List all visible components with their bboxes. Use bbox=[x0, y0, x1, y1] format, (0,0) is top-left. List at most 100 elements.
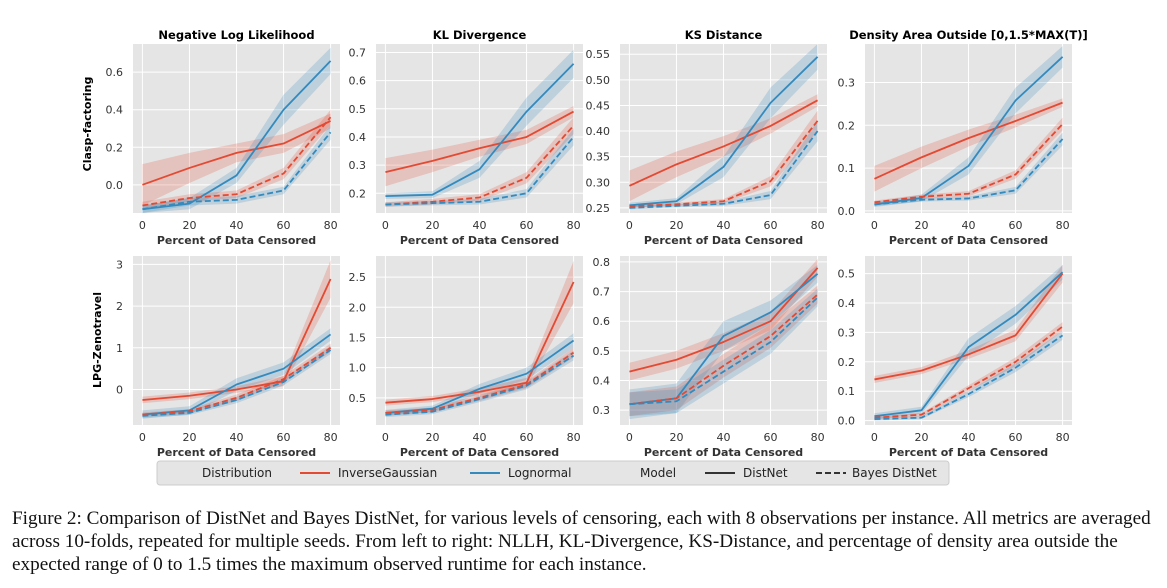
y-tick-label: 0 bbox=[116, 384, 123, 397]
y-tick-label: 0.4 bbox=[106, 104, 124, 117]
plot-area bbox=[629, 258, 819, 420]
x-tick-label: 80 bbox=[567, 219, 581, 232]
panel-7: 0 20 40 60 80 0.3 0.4 0.5 0.6 0.7 0.8 Percent of Da… bbox=[593, 256, 827, 459]
series-line-lognormal-bayes-distnet bbox=[142, 349, 332, 417]
x-tick-label: 60 bbox=[764, 219, 778, 232]
panel-5: 0 20 40 60 80 0 1 2 3 Percent of Data Censored bbox=[116, 256, 340, 459]
x-tick-label: 20 bbox=[669, 431, 683, 444]
figure-grid: Clasp-factoring LPG-Zenotravel 0 20 40 60 80… bbox=[81, 28, 1088, 486]
legend-distribution-header: Distribution bbox=[202, 466, 272, 480]
x-tick-label: 60 bbox=[520, 219, 534, 232]
y-tick-label: 0.3 bbox=[838, 77, 856, 90]
series-line-lognormal-distnet bbox=[385, 63, 575, 197]
series-line-inversegaussian-distnet bbox=[385, 110, 575, 174]
y-tick-label: 0.6 bbox=[349, 75, 367, 88]
series-line-inversegaussian-bayes-distnet bbox=[874, 325, 1064, 419]
confidence-band-lognormal-distnet bbox=[874, 264, 1063, 420]
x-tick-label: 0 bbox=[382, 431, 389, 444]
x-tick-label: 80 bbox=[567, 431, 581, 444]
series-line-lognormal-bayes-distnet bbox=[874, 334, 1064, 421]
confidence-band-inversegaussian-distnet bbox=[385, 105, 574, 187]
series-line-inversegaussian-distnet bbox=[874, 273, 1064, 381]
y-tick-label: 0.7 bbox=[349, 46, 367, 59]
panel-title: KL Divergence bbox=[433, 28, 527, 42]
y-tick-label: 0.55 bbox=[586, 48, 611, 61]
y-tick-label: 2 bbox=[116, 300, 123, 313]
y-tick-label: 0.5 bbox=[349, 392, 367, 405]
y-tick-label: 0.2 bbox=[106, 141, 124, 154]
x-tick-label: 0 bbox=[871, 219, 878, 232]
series-line-lognormal-distnet bbox=[629, 56, 819, 207]
x-tick-label: 40 bbox=[717, 431, 731, 444]
y-tick-label: 0.6 bbox=[106, 66, 124, 79]
y-tick-label: 0.3 bbox=[593, 404, 611, 417]
legend-distnet-label: DistNet bbox=[743, 466, 788, 480]
y-tick-label: 0.2 bbox=[349, 187, 367, 200]
y-tick-label: 1.5 bbox=[349, 331, 367, 344]
y-tick-label: 1 bbox=[116, 342, 123, 355]
y-tick-label: 0.7 bbox=[593, 286, 611, 299]
x-tick-label: 80 bbox=[811, 219, 825, 232]
x-tick-label: 20 bbox=[914, 219, 928, 232]
x-tick-label: 0 bbox=[139, 219, 146, 232]
y-tick-label: 0.1 bbox=[838, 385, 856, 398]
series-line-inversegaussian-distnet bbox=[629, 267, 819, 373]
confidence-band-inversegaussian-bayes-distnet bbox=[385, 117, 574, 207]
y-tick-label: 0.3 bbox=[838, 326, 856, 339]
x-tick-label: 60 bbox=[1009, 219, 1023, 232]
legend-frame bbox=[156, 460, 950, 486]
series-line-lognormal-bayes-distnet bbox=[142, 131, 332, 211]
confidence-band-lognormal-distnet bbox=[629, 44, 818, 208]
x-tick-label: 20 bbox=[914, 431, 928, 444]
series-line-inversegaussian-bayes-distnet bbox=[629, 293, 819, 406]
y-tick-label: 0.4 bbox=[593, 375, 611, 388]
y-tick-label: 0.30 bbox=[586, 176, 611, 189]
y-tick-label: 0.4 bbox=[349, 131, 367, 144]
y-tick-label: 0.35 bbox=[586, 151, 611, 164]
legend: Distribution InverseGaussian Lognormal M… bbox=[156, 460, 950, 486]
y-tick-label: 0.45 bbox=[586, 99, 611, 112]
panel-2: 0 20 40 60 80 0.2 0.3 0.4 0.5 0.6 0.7 Percent of Da… bbox=[349, 28, 583, 247]
series-line-lognormal-bayes-distnet bbox=[629, 296, 819, 406]
x-axis-label: Percent of Data Censored bbox=[644, 234, 803, 247]
x-axis-label: Percent of Data Censored bbox=[889, 234, 1048, 247]
figure-caption: Figure 2: Comparison of DistNet and Baye… bbox=[12, 508, 1151, 575]
y-tick-label: 0.4 bbox=[838, 297, 856, 310]
row-label-lpg-zenotravel: LPG-Zenotravel bbox=[91, 292, 104, 388]
y-tick-label: 0.0 bbox=[838, 415, 856, 428]
series-line-inversegaussian-distnet bbox=[142, 120, 331, 186]
y-tick-label: 2.0 bbox=[349, 301, 367, 314]
plot-area bbox=[385, 260, 575, 418]
y-tick-label: 0.0 bbox=[106, 179, 124, 192]
series-line-inversegaussian-bayes-distnet bbox=[385, 351, 575, 414]
series-line-lognormal-bayes-distnet bbox=[629, 130, 819, 209]
x-tick-label: 0 bbox=[139, 431, 146, 444]
plot-area bbox=[874, 46, 1064, 208]
y-tick-label: 2.5 bbox=[349, 271, 367, 284]
panel-title: Negative Log Likelihood bbox=[158, 28, 314, 42]
x-axis-label: Percent of Data Censored bbox=[400, 234, 559, 247]
y-tick-label: 1.0 bbox=[349, 362, 367, 375]
y-tick-label: 3 bbox=[116, 258, 123, 271]
y-tick-label: 0.1 bbox=[838, 162, 856, 175]
confidence-band-inversegaussian-bayes-distnet bbox=[629, 110, 818, 208]
legend-inverse-gaussian-label: InverseGaussian bbox=[338, 466, 437, 480]
panel-4: 0 20 40 60 80 0.0 0.1 0.2 0.3 Percent of Data Cen… bbox=[838, 28, 1088, 247]
series-line-inversegaussian-bayes-distnet bbox=[385, 125, 575, 206]
x-tick-label: 40 bbox=[230, 431, 244, 444]
x-tick-label: 0 bbox=[626, 431, 633, 444]
series-line-lognormal-bayes-distnet bbox=[385, 354, 575, 416]
row-label-clasp-factoring: Clasp-factoring bbox=[81, 77, 94, 172]
y-tick-label: 0.2 bbox=[838, 119, 856, 132]
y-tick-label: 0.0 bbox=[838, 205, 856, 218]
series-line-inversegaussian-distnet bbox=[629, 99, 819, 187]
series-line-lognormal-distnet bbox=[142, 60, 332, 211]
x-tick-label: 80 bbox=[811, 431, 825, 444]
confidence-band-lognormal-distnet bbox=[142, 47, 331, 213]
y-tick-label: 0.5 bbox=[593, 345, 611, 358]
y-tick-label: 0.6 bbox=[593, 315, 611, 328]
x-tick-label: 80 bbox=[1056, 219, 1070, 232]
x-axis-label: Percent of Data Censored bbox=[400, 446, 559, 459]
x-tick-label: 40 bbox=[717, 219, 731, 232]
series-line-inversegaussian-distnet bbox=[142, 278, 332, 401]
